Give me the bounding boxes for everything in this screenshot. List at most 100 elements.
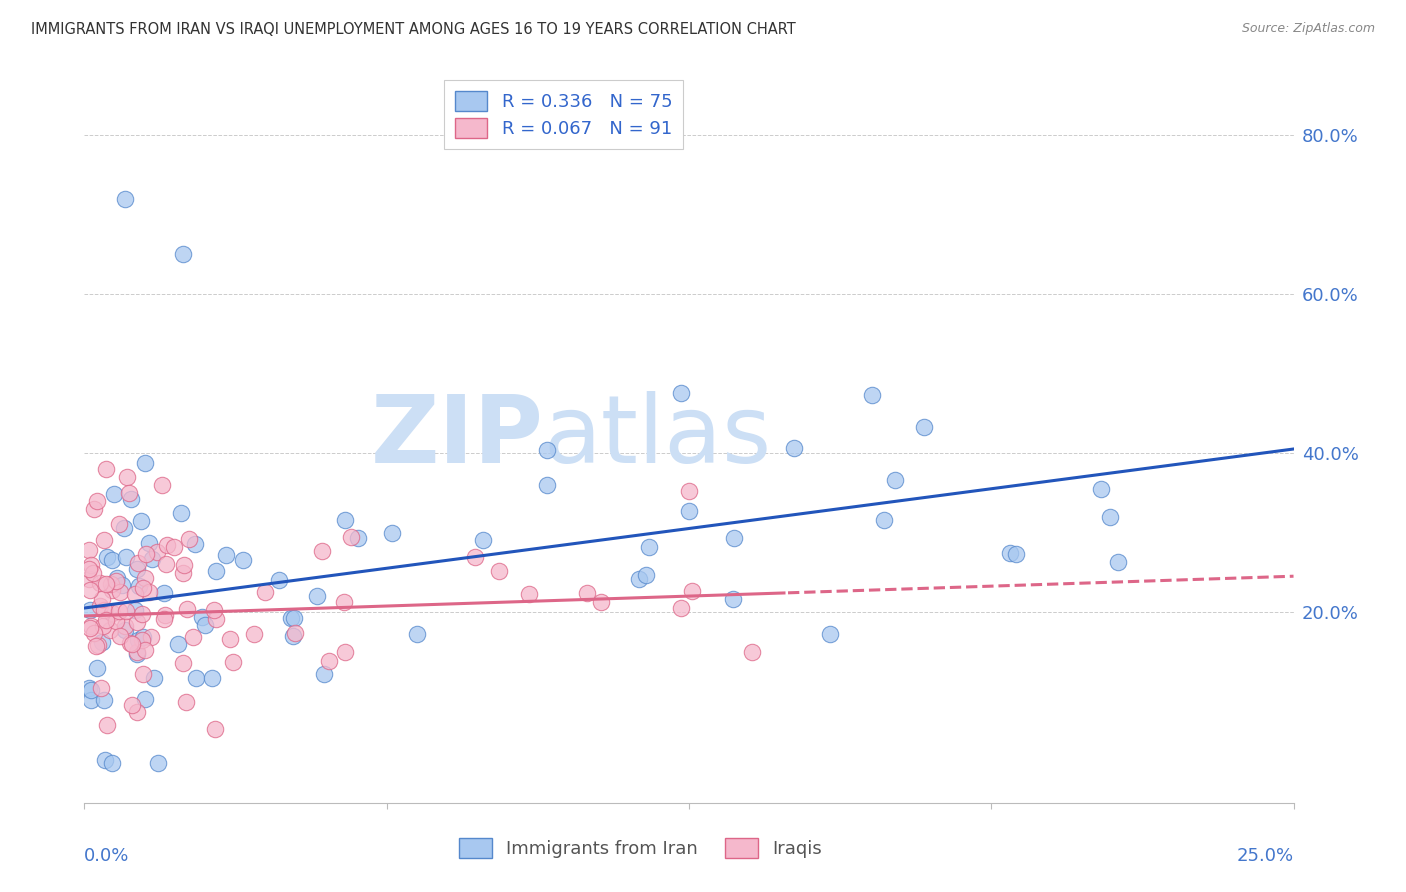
Point: [163, 540, 186, 554]
Point: [818, 626, 841, 640]
Point: [121, 637, 143, 651]
Point: [93, 603, 115, 617]
Point: [77, 562, 100, 576]
Point: [284, 625, 307, 640]
Point: [333, 645, 356, 659]
Point: [115, 550, 138, 565]
Point: [723, 531, 745, 545]
Point: [80, 693, 103, 707]
Point: [112, 521, 135, 535]
Point: [135, 547, 157, 561]
Point: [1107, 555, 1129, 569]
Point: [194, 618, 217, 632]
Point: [150, 477, 173, 491]
Point: [201, 671, 224, 685]
Point: [176, 602, 198, 616]
Point: [186, 671, 208, 685]
Point: [627, 572, 650, 586]
Point: [333, 595, 356, 609]
Point: [219, 632, 242, 647]
Point: [721, 591, 744, 606]
Point: [141, 630, 163, 644]
Point: [101, 756, 124, 770]
Point: [125, 705, 148, 719]
Point: [860, 388, 883, 402]
Point: [232, 553, 254, 567]
Point: [124, 587, 146, 601]
Point: [108, 517, 131, 532]
Point: [125, 647, 148, 661]
Point: [100, 577, 122, 591]
Text: 25.0%: 25.0%: [1236, 847, 1294, 864]
Point: [280, 611, 302, 625]
Point: [132, 666, 155, 681]
Point: [86, 493, 108, 508]
Point: [173, 558, 195, 573]
Point: [873, 512, 896, 526]
Point: [115, 604, 138, 618]
Point: [148, 756, 170, 770]
Point: [464, 550, 486, 565]
Point: [215, 548, 238, 562]
Point: [132, 581, 155, 595]
Point: [134, 456, 156, 470]
Point: [471, 533, 494, 547]
Point: [156, 538, 179, 552]
Point: [105, 571, 128, 585]
Point: [155, 607, 177, 622]
Point: [634, 567, 657, 582]
Point: [94, 614, 117, 628]
Point: [83, 626, 105, 640]
Point: [141, 551, 163, 566]
Point: [1005, 547, 1028, 561]
Point: [94, 576, 117, 591]
Point: [312, 667, 335, 681]
Point: [89, 599, 111, 613]
Point: [536, 443, 558, 458]
Point: [1098, 510, 1121, 524]
Point: [103, 487, 125, 501]
Point: [114, 618, 136, 632]
Point: [121, 698, 143, 712]
Point: [191, 610, 214, 624]
Text: Source: ZipAtlas.com: Source: ZipAtlas.com: [1241, 22, 1375, 36]
Point: [77, 542, 100, 557]
Point: [87, 638, 110, 652]
Point: [86, 639, 108, 653]
Point: [101, 607, 124, 621]
Point: [129, 514, 152, 528]
Point: [111, 578, 134, 592]
Point: [77, 572, 100, 586]
Point: [91, 619, 114, 633]
Point: [184, 537, 207, 551]
Point: [145, 545, 167, 559]
Point: [125, 645, 148, 659]
Point: [638, 540, 661, 554]
Point: [283, 629, 305, 643]
Point: [536, 478, 558, 492]
Point: [339, 530, 361, 544]
Point: [127, 556, 149, 570]
Point: [96, 549, 118, 564]
Point: [153, 586, 176, 600]
Point: [912, 419, 935, 434]
Point: [131, 632, 153, 647]
Point: [174, 695, 197, 709]
Point: [138, 535, 160, 549]
Point: [100, 552, 122, 566]
Point: [134, 692, 156, 706]
Point: [335, 512, 357, 526]
Point: [177, 532, 200, 546]
Point: [127, 633, 149, 648]
Point: [589, 595, 612, 609]
Point: [1090, 482, 1112, 496]
Point: [575, 586, 598, 600]
Point: [89, 575, 111, 590]
Point: [118, 485, 141, 500]
Point: [517, 586, 540, 600]
Point: [669, 601, 692, 615]
Point: [108, 629, 131, 643]
Point: [110, 584, 132, 599]
Point: [669, 386, 692, 401]
Point: [307, 589, 329, 603]
